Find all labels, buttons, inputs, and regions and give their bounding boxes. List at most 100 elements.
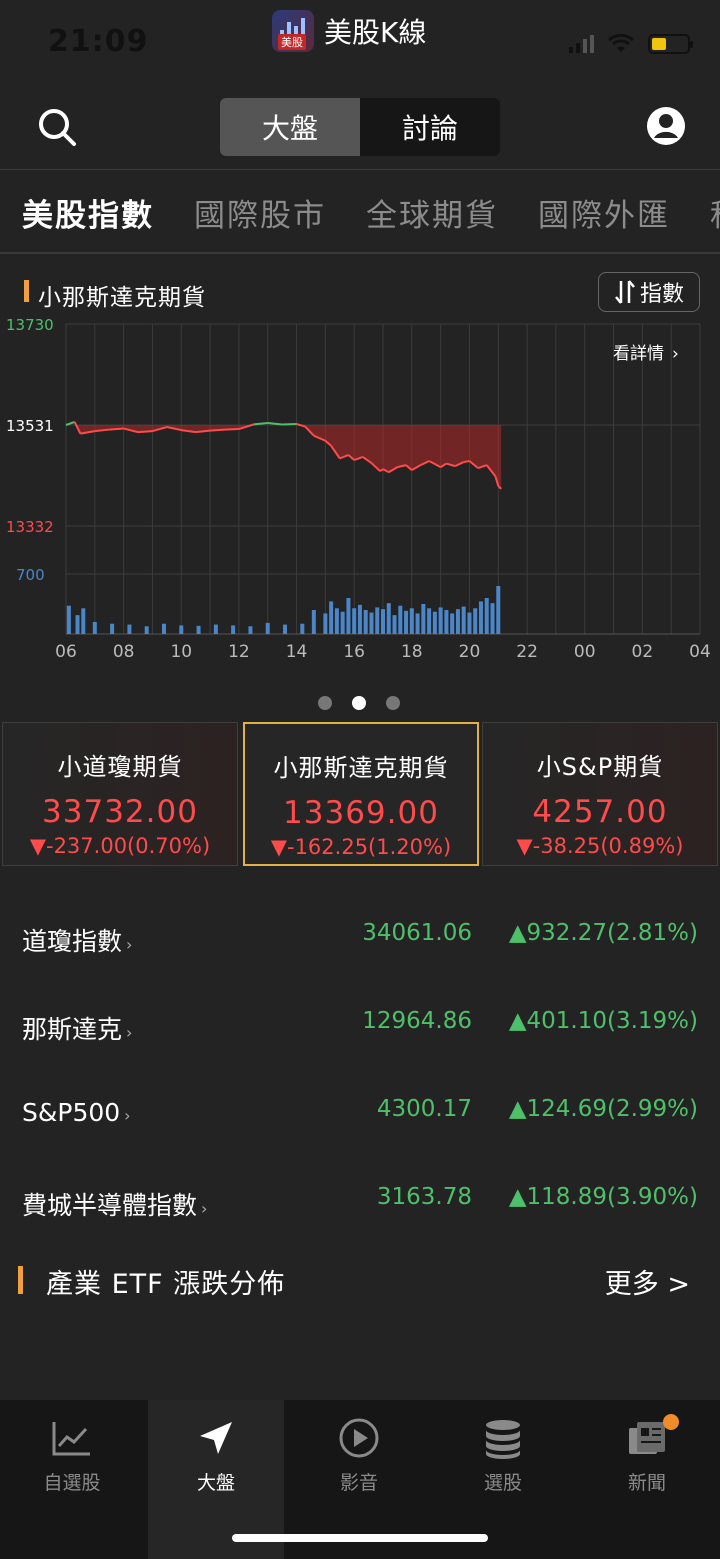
volume-bar (415, 613, 420, 634)
volume-bar (409, 608, 414, 634)
chart-grid (65, 323, 701, 635)
futures-name: 小道瓊期貨 (57, 753, 183, 781)
index-row-nasdaq[interactable]: 那斯達克 › 12964.86 ▲401.10(3.19%) (0, 978, 720, 1066)
tab-label: 影音 (339, 1472, 378, 1494)
price-segment (353, 456, 364, 461)
chart-title: 小那斯達克期貨 (38, 285, 206, 311)
volume-bar (110, 623, 115, 634)
category-tabs: 美股指數 國際股市 全球期貨 國際外匯 科 (0, 172, 720, 254)
price-segment (397, 464, 407, 469)
tab-news[interactable]: 新聞 (575, 1400, 719, 1559)
y-tick-label: 13332 (6, 518, 54, 536)
price-segment (123, 427, 139, 434)
index-value: 12964.86 (362, 1008, 472, 1034)
tab-watchlist[interactable]: 自選股 (0, 1400, 144, 1559)
volume-bar (283, 624, 288, 634)
index-row-sp500[interactable]: S&P500 › 4300.17 ▲124.69(2.99%) (0, 1066, 720, 1154)
volume-bar (490, 603, 495, 634)
price-segment (330, 445, 341, 460)
futures-intraday-chart[interactable]: 13730 13531 13332 700 06 08 10 12 14 16 18 20 22 00 02… (0, 316, 720, 666)
pager-dot[interactable] (386, 696, 400, 710)
price-segment (152, 426, 168, 433)
futures-change: ▼-38.25(0.89%) (516, 834, 684, 858)
axis-labels: 13730 13531 13332 700 06 08 10 12 14 16 18 20 22 00 02… (6, 316, 711, 662)
segment-tab-market[interactable]: 大盤 (220, 98, 360, 156)
price-segment (238, 423, 254, 431)
futures-card-dow[interactable]: 小道瓊期貨 33732.00 ▼-237.00(0.70%) (2, 722, 238, 866)
tab-intl-stocks[interactable]: 國際股市 (194, 198, 326, 234)
database-stack-icon (486, 1420, 520, 1459)
wifi-icon (608, 34, 634, 52)
price-segment (485, 464, 497, 477)
tab-market[interactable]: 大盤 (148, 1400, 284, 1559)
price-segment (224, 428, 239, 431)
chart-line-icon (52, 1422, 90, 1456)
etf-section-header: 產業 ETF 漲跌分佈 更多 > (0, 1258, 720, 1302)
volume-bar (484, 598, 489, 634)
index-value: 34061.06 (362, 920, 472, 946)
search-icon[interactable] (36, 106, 80, 150)
volume-bar (404, 610, 409, 634)
segment-tab-discussion[interactable]: 討論 (401, 112, 458, 145)
volume-bar (369, 612, 374, 634)
index-change: ▲118.89(3.90%) (508, 1184, 698, 1210)
volume-bar (438, 607, 443, 634)
volume-bar (179, 625, 184, 634)
futures-card-nasdaq[interactable]: 小那斯達克期貨 13369.00 ▼-162.25(1.20%) (243, 722, 479, 866)
volume-bar (455, 609, 460, 634)
user-profile-icon[interactable] (646, 106, 686, 146)
app-title: 美股K線 (324, 16, 427, 49)
index-toggle-button[interactable]: 指數 (598, 272, 700, 312)
volume-bar (386, 603, 391, 634)
pager-dot[interactable] (318, 696, 332, 710)
index-row-dow[interactable]: 道瓊指數 › 34061.06 ▲932.27(2.81%) (0, 890, 720, 978)
price-segment (166, 426, 182, 432)
volume-bar (473, 608, 478, 634)
price-segment (382, 468, 390, 474)
x-tick-label: 22 (516, 642, 538, 662)
volume-bar (323, 613, 328, 634)
newspaper-icon (629, 1422, 665, 1454)
volume-bar (352, 608, 357, 634)
app-logo-icon: 美股 (272, 10, 314, 52)
pager-dot-active[interactable] (352, 696, 366, 710)
volume-bar (334, 608, 339, 634)
y-tick-label: 13730 (6, 316, 54, 334)
volume-bar (496, 586, 501, 634)
futures-card-sp[interactable]: 小S&P期貨 4257.00 ▼-38.25(0.89%) (482, 722, 718, 866)
price-segment (195, 429, 211, 434)
tab-screener[interactable]: 選股 (431, 1400, 575, 1559)
price-segment (446, 462, 456, 468)
x-tick-label: 18 (401, 642, 423, 662)
view-detail-link[interactable]: 看詳情 (613, 344, 664, 364)
volume-bar (248, 626, 253, 634)
volume-bar (381, 609, 385, 634)
y-tick-label: 13531 (6, 417, 54, 435)
chart-header: 小那斯達克期貨 指數 (0, 262, 720, 322)
price-segment (296, 423, 306, 428)
price-segment (313, 434, 326, 442)
index-value: 4300.17 (376, 1096, 472, 1122)
index-name: 道瓊指數 (22, 927, 123, 956)
tab-label: 自選股 (43, 1472, 101, 1494)
top-nav: 大盤 討論 (0, 84, 720, 170)
tab-us-indices[interactable]: 美股指數 (22, 198, 154, 234)
x-tick-label: 02 (632, 642, 654, 662)
tab-more-category[interactable]: 科 (710, 190, 720, 235)
price-segment (267, 421, 283, 426)
price-segment (405, 464, 413, 471)
chart-pager[interactable] (318, 696, 400, 710)
price-segment (109, 427, 124, 431)
tab-video[interactable]: 影音 (287, 1400, 431, 1559)
price-segment (428, 460, 442, 469)
bottom-tab-bar: 自選股 大盤 影音 選股 (0, 1400, 720, 1559)
market-discussion-segment: 大盤 討論 (220, 98, 500, 156)
section-accent-bar (18, 1266, 23, 1294)
status-time: 21:09 (48, 24, 149, 59)
price-segment (181, 429, 196, 434)
tab-intl-forex[interactable]: 國際外匯 (538, 198, 670, 234)
price-segment (440, 462, 447, 468)
index-row-sox[interactable]: 費城半導體指數 › 3163.78 ▲118.89(3.90%) (0, 1154, 720, 1242)
etf-more-link[interactable]: 更多 > (604, 1269, 690, 1300)
tab-global-futures[interactable]: 全球期貨 (366, 198, 498, 234)
